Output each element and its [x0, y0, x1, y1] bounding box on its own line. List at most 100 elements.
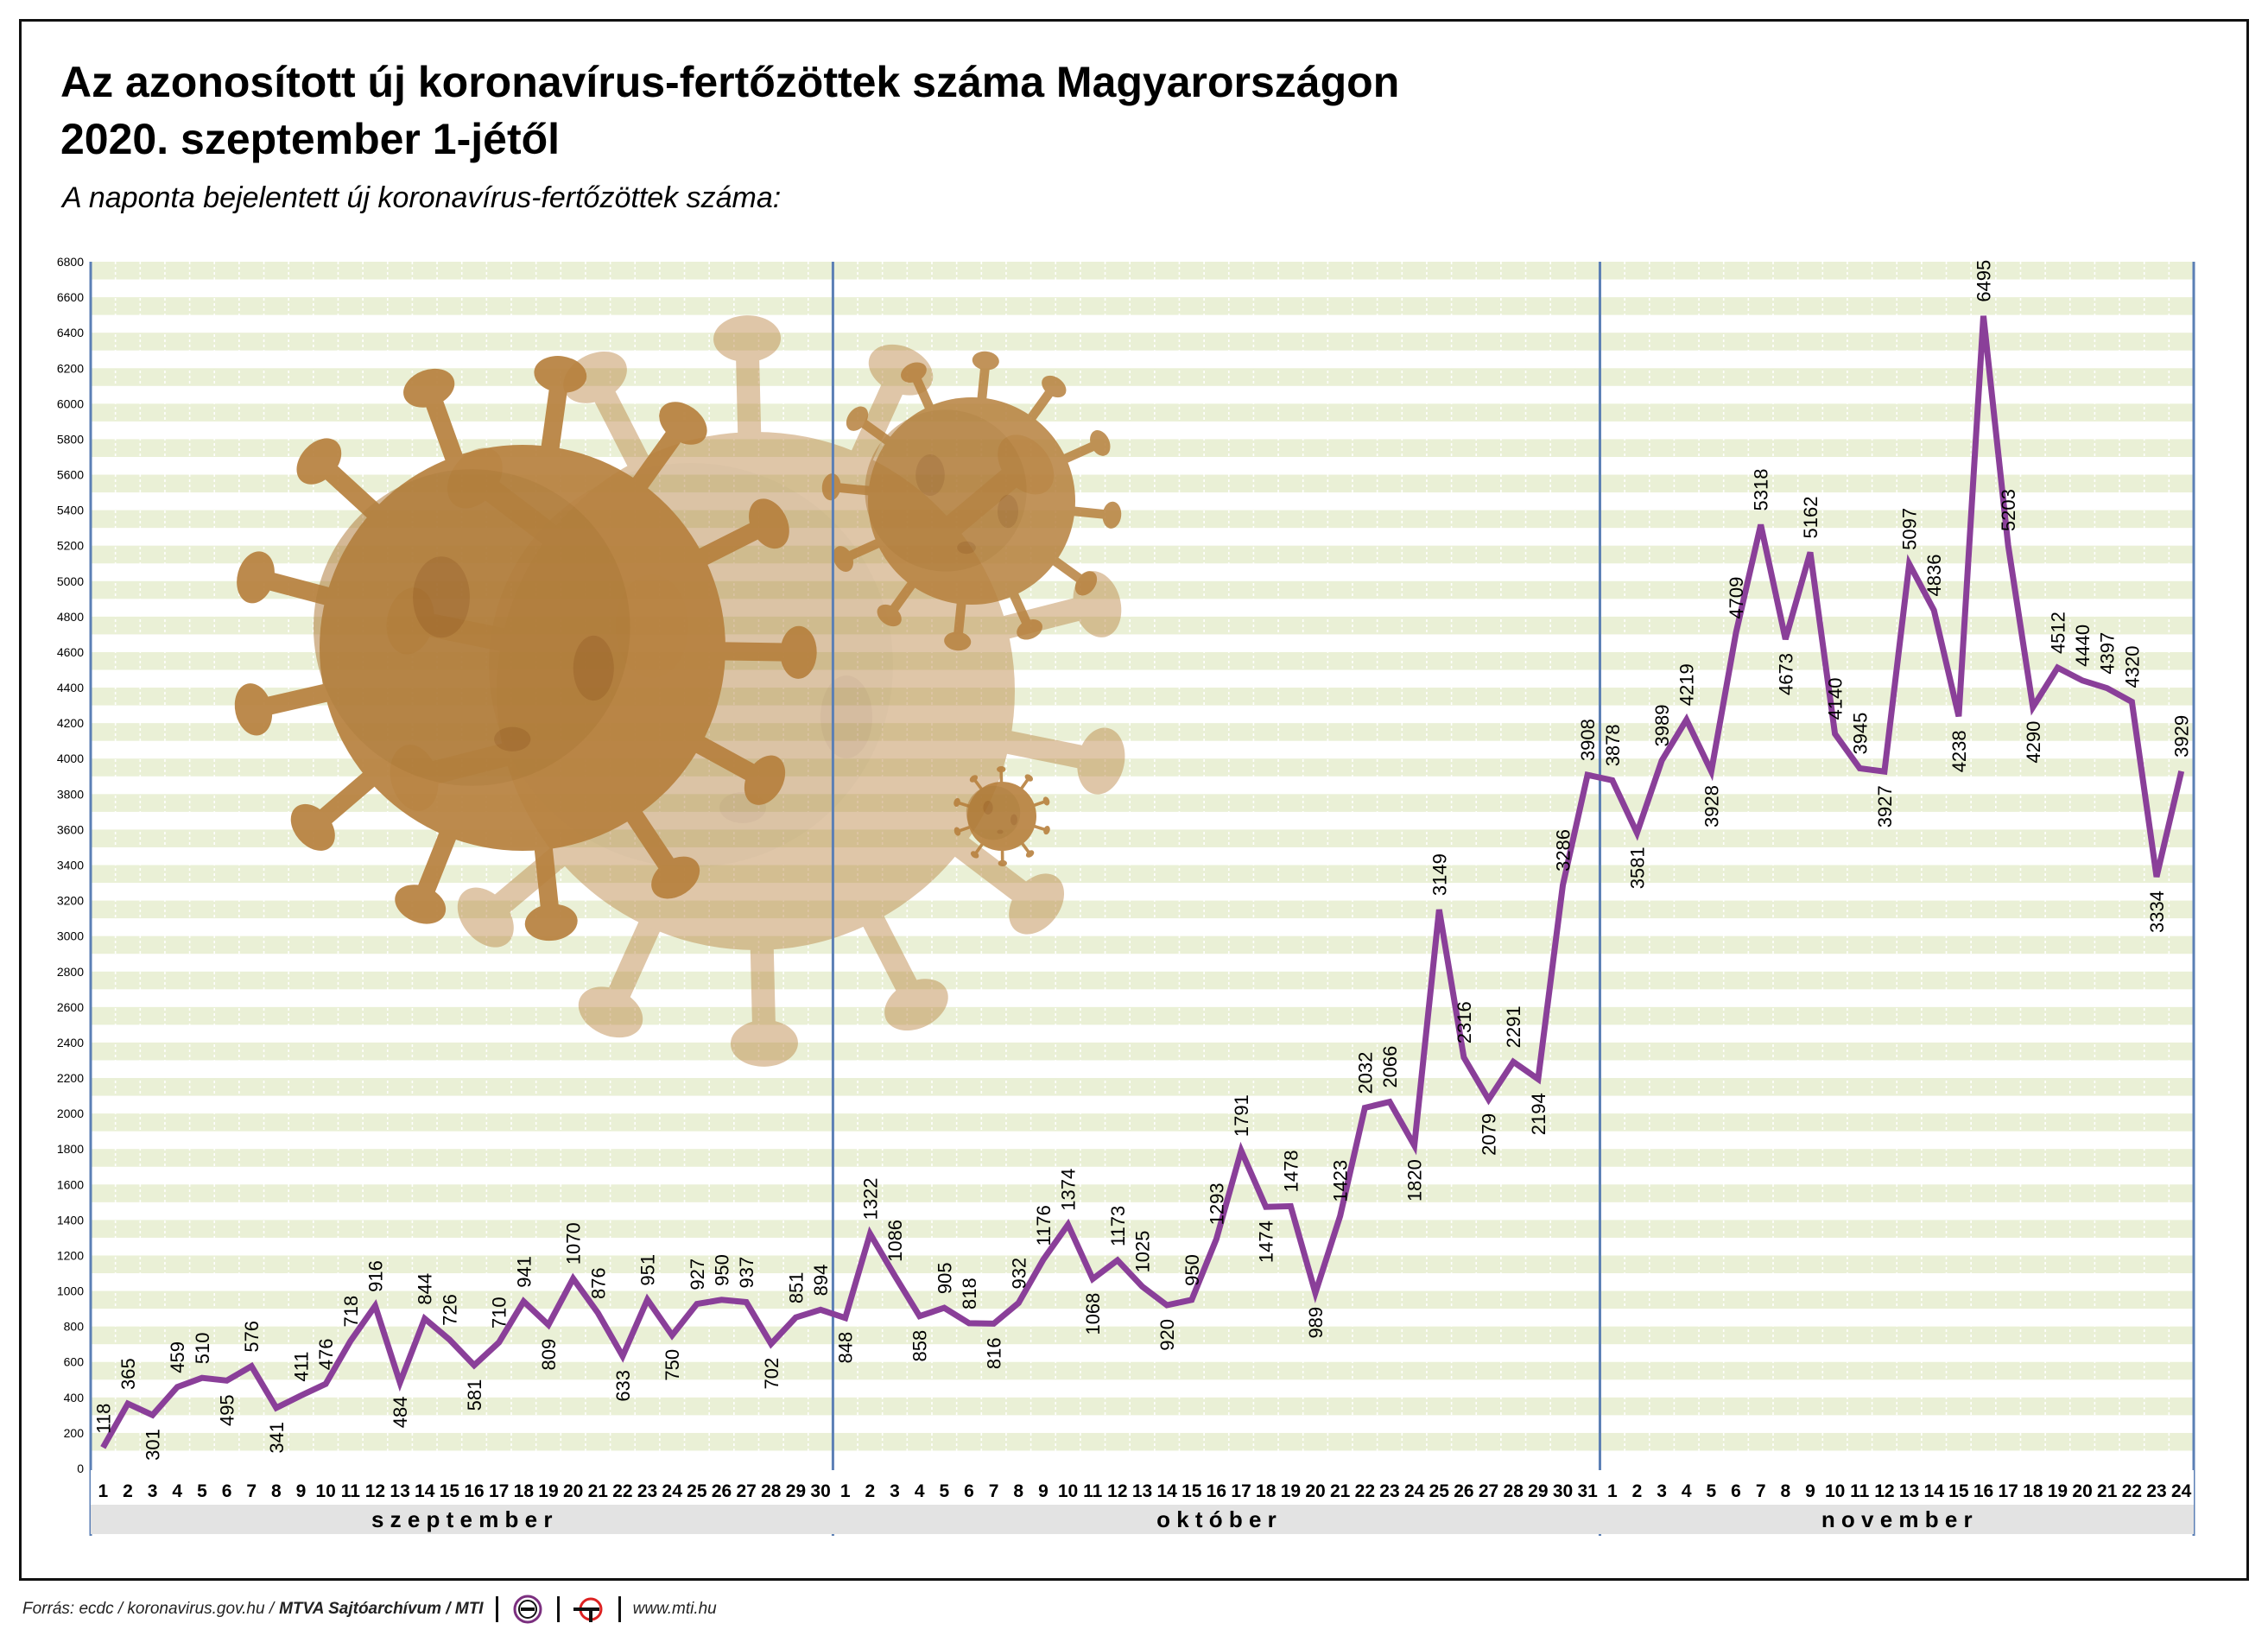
x-tick-label: 7	[1756, 1481, 1766, 1501]
x-tick-label: 19	[1281, 1481, 1301, 1501]
data-label: 702	[761, 1358, 782, 1390]
data-label: 1374	[1058, 1169, 1080, 1211]
x-tick-label: 1	[840, 1481, 851, 1501]
x-tick-label: 28	[761, 1481, 782, 1501]
x-tick-label: 25	[1429, 1481, 1450, 1501]
data-label: 576	[241, 1321, 263, 1353]
data-label: 341	[266, 1422, 288, 1454]
grid-band	[91, 1220, 2194, 1238]
data-label: 3286	[1553, 829, 1574, 872]
data-label: 950	[712, 1254, 733, 1286]
data-label: 5203	[1998, 489, 2019, 531]
data-label: 809	[538, 1339, 560, 1371]
x-tick-label: 10	[315, 1481, 335, 1501]
data-label: 2291	[1503, 1005, 1524, 1048]
x-tick-label: 19	[538, 1481, 558, 1501]
data-label: 459	[167, 1341, 188, 1373]
footer: Forrás: ecdc / koronavirus.gov.hu / MTVA…	[22, 1595, 717, 1624]
month-label: s z e p t e m b e r	[371, 1506, 553, 1532]
grid-band	[91, 1397, 2194, 1416]
y-tick-label: 5000	[57, 574, 84, 588]
y-tick-label: 1800	[57, 1142, 84, 1156]
x-tick-label: 26	[1454, 1481, 1473, 1501]
data-label: 750	[662, 1349, 683, 1381]
x-axis-month-band	[91, 1505, 2194, 1534]
x-tick-label: 9	[296, 1481, 307, 1501]
x-tick-label: 13	[390, 1481, 409, 1501]
series-line-group	[100, 315, 2185, 1449]
chart-header: Az azonosított új koronavírus-fertőzötte…	[60, 58, 1399, 214]
footer-separator	[618, 1596, 621, 1622]
y-tick-label: 6600	[57, 290, 84, 304]
y-tick-label: 1000	[57, 1284, 84, 1298]
x-tick-label: 8	[1780, 1481, 1790, 1501]
y-tick-label: 6400	[57, 326, 84, 339]
x-tick-label: 11	[341, 1481, 361, 1501]
x-tick-label: 23	[2146, 1481, 2166, 1501]
data-label: 4290	[2023, 721, 2044, 764]
y-tick-label: 3400	[57, 859, 84, 872]
x-tick-label: 10	[1825, 1481, 1845, 1501]
month-label: n o v e m b e r	[1821, 1506, 1973, 1532]
data-label: 905	[934, 1262, 955, 1294]
x-tick-label: 15	[440, 1481, 460, 1501]
y-tick-label: 4200	[57, 716, 84, 730]
y-tick-label: 3000	[57, 929, 84, 943]
month-label: o k t ó b e r	[1156, 1506, 1277, 1532]
x-tick-label: 12	[1874, 1481, 1894, 1501]
x-tick-label: 13	[1132, 1481, 1152, 1501]
footer-separator	[556, 1596, 560, 1622]
x-axis: 1 2 3 4 5 6 7 8 9 10 11 12 13 14 15 16 17 18 19 20 21 22 23 24 2…	[91, 1470, 2194, 1534]
y-tick-label: 6200	[57, 361, 84, 375]
chart-title-line2: 2020. szeptember 1-jétől	[60, 115, 560, 163]
y-axis: 0 200 400 600 800 1000 1200 1400 1600 1800 2000 220…	[57, 255, 84, 1475]
x-tick-label: 29	[1528, 1481, 1548, 1501]
data-label: 1474	[1256, 1221, 1277, 1263]
data-label: 1478	[1280, 1150, 1302, 1192]
x-tick-label: 22	[1355, 1481, 1375, 1501]
data-label: 411	[291, 1351, 313, 1381]
data-label: 118	[92, 1404, 114, 1434]
footer-separator	[495, 1596, 498, 1622]
x-tick-label: 21	[2097, 1481, 2118, 1501]
data-label: 5097	[1899, 508, 1921, 550]
y-tick-label: 1600	[57, 1177, 84, 1191]
x-tick-label: 25	[687, 1481, 707, 1501]
grid-band	[91, 1149, 2194, 1167]
x-tick-label: 18	[1256, 1481, 1277, 1501]
x-tick-label: 15	[1948, 1481, 1969, 1501]
data-label: 937	[736, 1257, 757, 1289]
x-tick-label: 28	[1504, 1481, 1524, 1501]
x-tick-label: 29	[786, 1481, 806, 1501]
data-label: 1025	[1132, 1230, 1154, 1272]
x-tick-label: 20	[1305, 1481, 1325, 1501]
x-tick-label: 12	[365, 1481, 385, 1501]
x-axis-day-band	[91, 1470, 2194, 1505]
data-label: 718	[340, 1296, 362, 1328]
data-label: 3989	[1651, 705, 1673, 747]
grid-band	[91, 403, 2194, 422]
y-tick-label: 2000	[57, 1107, 84, 1120]
x-tick-label: 22	[612, 1481, 632, 1501]
y-tick-label: 0	[77, 1462, 84, 1475]
data-label: 2032	[1354, 1052, 1376, 1094]
x-tick-label: 4	[915, 1481, 925, 1501]
data-label: 4140	[1825, 678, 1847, 720]
x-tick-label: 22	[2122, 1481, 2142, 1501]
x-tick-label: 1	[98, 1481, 108, 1501]
x-tick-label: 16	[1973, 1481, 1993, 1501]
x-tick-label: 3	[148, 1481, 158, 1501]
data-label: 844	[415, 1273, 436, 1305]
x-tick-label: 23	[637, 1481, 657, 1501]
y-tick-label: 1400	[57, 1213, 84, 1227]
x-tick-label: 7	[989, 1481, 999, 1501]
data-label: 510	[192, 1333, 213, 1365]
data-label: 927	[687, 1259, 708, 1290]
data-label: 920	[1156, 1319, 1178, 1351]
x-tick-label: 24	[1404, 1481, 1425, 1501]
data-label: 3149	[1429, 853, 1450, 896]
y-tick-label: 6800	[57, 255, 84, 269]
data-label: 3908	[1577, 719, 1599, 761]
grid-band	[91, 1290, 2194, 1309]
